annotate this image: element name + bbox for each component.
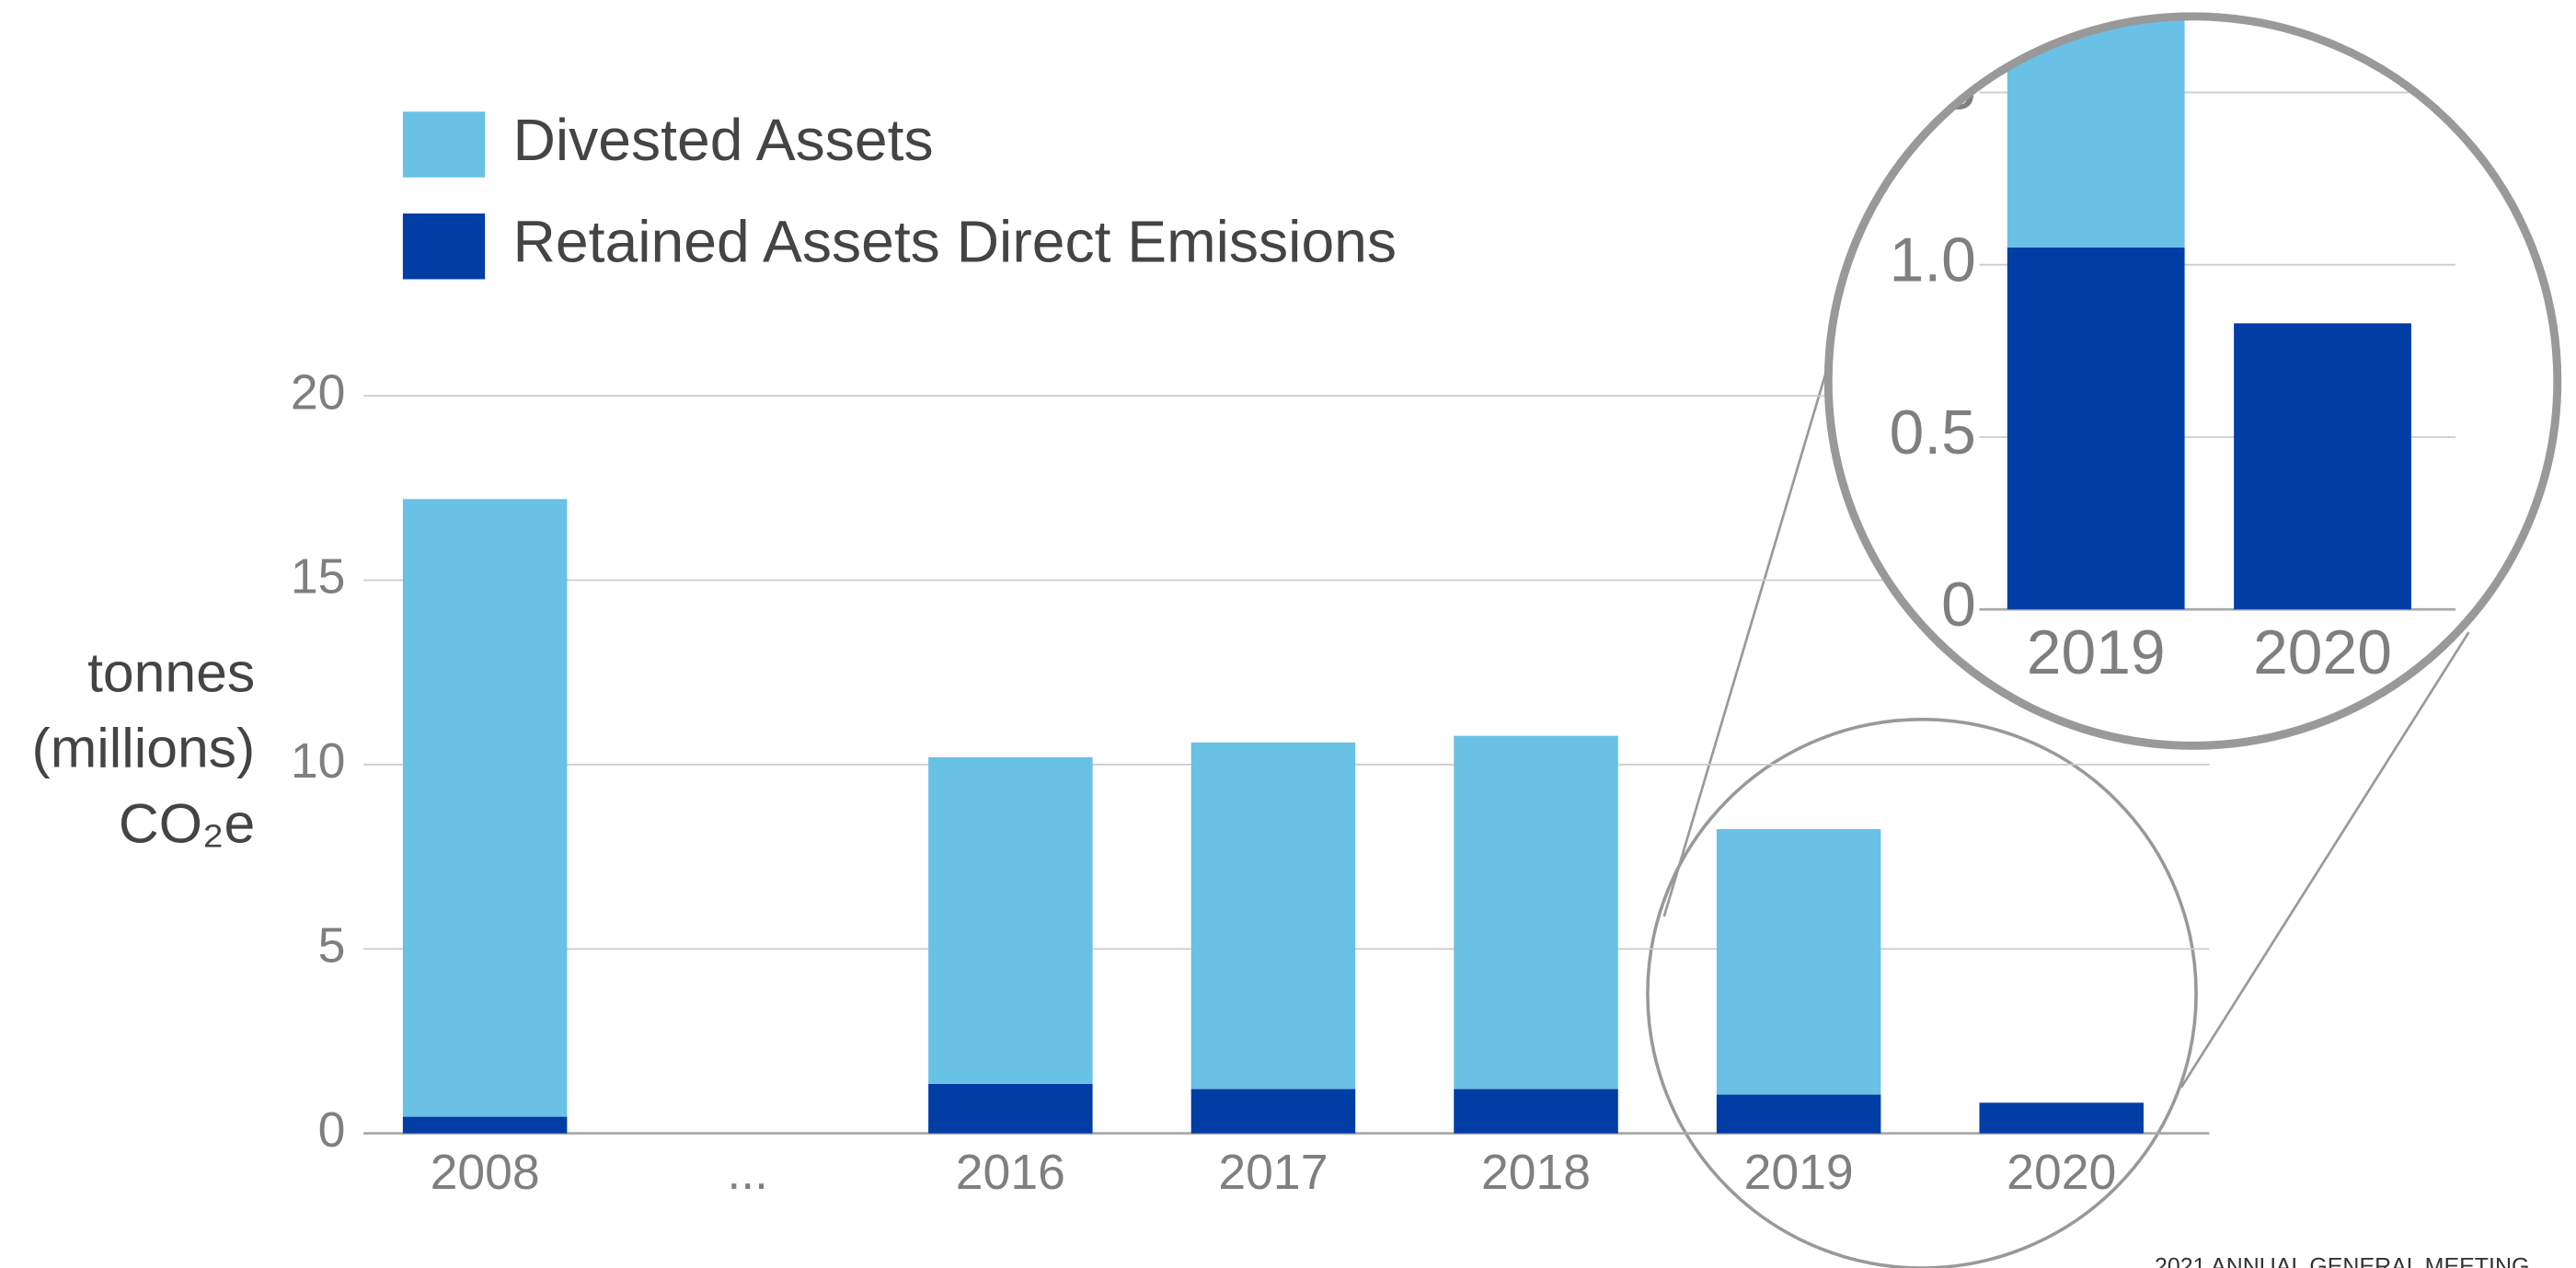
zoom-connector (1662, 363, 1830, 917)
x-tick-label: 2017 (1218, 1146, 1328, 1200)
bar-segment (1454, 1089, 1618, 1134)
bar-segment (928, 1083, 1093, 1134)
y-axis-label: CO₂e (119, 792, 255, 855)
y-tick-label: 1.0 (1890, 226, 1976, 295)
legend-swatch (402, 111, 486, 178)
y-tick-label: 10 (291, 734, 346, 789)
bar-segment (1190, 742, 1356, 1089)
legend-label: Divested Assets (512, 107, 933, 173)
legend-label: Retained Assets Direct Emissions (512, 209, 1397, 275)
y-tick-label: 5 (318, 918, 346, 973)
y-tick-label: 0 (1941, 571, 1976, 640)
footer: 2021 ANNUAL GENERAL MEETING (2155, 1254, 2530, 1268)
bar-segment (1716, 829, 1881, 1095)
y-axis-label: (millions) (32, 717, 256, 779)
zoom-frame (1823, 12, 2562, 750)
bar-segment (928, 756, 1093, 1084)
zoom-inset: 0 0.5 1.0 1.5 2019 2020 (1828, 16, 2558, 746)
y-tick-label: 0 (318, 1103, 346, 1158)
x-tick-label: 2019 (2027, 618, 2166, 687)
x-tick-label: 2008 (431, 1146, 540, 1200)
bar-segment (402, 499, 568, 1117)
bar-segment (1979, 1102, 2144, 1134)
bar-segment (1190, 1089, 1356, 1134)
x-tick-label: 2016 (956, 1146, 1065, 1200)
zoom-region (1646, 718, 2198, 1268)
x-tick-label: 2020 (2253, 618, 2392, 687)
y-tick-label: 20 (291, 365, 346, 420)
y-tick-label: 0.5 (1890, 398, 1976, 467)
x-tick-label: ... (727, 1146, 768, 1200)
x-tick-label: 2020 (2007, 1146, 2116, 1200)
x-tick-label: 2018 (1481, 1146, 1591, 1200)
bar-segment (402, 1116, 568, 1134)
bar-segment (1454, 735, 1618, 1089)
y-axis-label: tonnes (87, 640, 255, 703)
zoom-bar-segment (2007, 247, 2185, 610)
zoom-connector (2179, 631, 2470, 1089)
bar-segment (1716, 1094, 1881, 1134)
y-tick-label: 15 (291, 550, 346, 605)
y-tick-label: 1.5 (1890, 53, 1976, 122)
zoom-bar-segment (2007, 16, 2185, 248)
zoom-bar-segment (2234, 323, 2411, 610)
legend-swatch (402, 213, 486, 280)
x-tick-label: 2019 (1744, 1146, 1854, 1200)
